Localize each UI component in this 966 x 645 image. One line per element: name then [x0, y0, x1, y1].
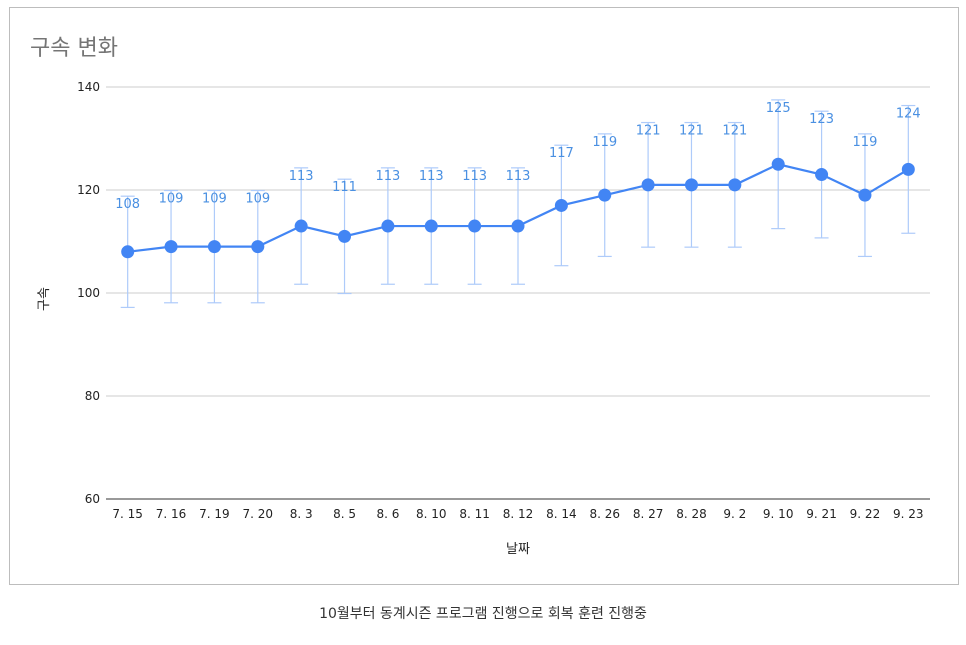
data-point [598, 188, 612, 202]
y-tick-label: 100 [77, 286, 100, 300]
y-tick-label: 60 [85, 492, 100, 506]
grid-lines [106, 86, 930, 500]
x-tick-label: 8. 3 [290, 507, 313, 521]
x-axis-title: 날짜 [506, 542, 530, 557]
x-tick-label: 8. 11 [459, 507, 490, 521]
figure-caption: 10월부터 동계시즌 프로그램 진행으로 회복 훈련 진행중 [319, 606, 647, 622]
data-points [121, 157, 915, 259]
x-tick-label: 8. 5 [333, 507, 356, 521]
data-label: 117 [549, 146, 574, 161]
x-tick-label: 8. 26 [589, 507, 620, 521]
data-labels: 108 109 109 109 113 111 113 113 113 113 117 119 121 1… [115, 101, 920, 212]
x-tick-label: 7. 20 [243, 507, 274, 521]
y-axis-title: 구속 [37, 287, 52, 311]
data-point [815, 168, 829, 182]
x-tick-label: 9. 22 [850, 507, 881, 521]
x-tick-label: 8. 6 [376, 507, 399, 521]
x-tick-label: 8. 12 [503, 507, 534, 521]
data-label: 119 [853, 135, 878, 150]
x-tick-label: 8. 14 [546, 507, 577, 521]
data-point [424, 219, 438, 233]
data-point [121, 245, 135, 259]
x-tick-label: 9. 10 [763, 507, 794, 521]
data-point [511, 219, 525, 233]
data-point [684, 178, 698, 192]
x-tick-label: 7. 16 [156, 507, 187, 521]
data-label: 108 [115, 197, 140, 212]
data-label: 113 [289, 169, 314, 184]
data-point [251, 240, 265, 254]
y-axis-ticks: 60 80 100 120 140 [77, 80, 100, 506]
x-tick-label: 8. 27 [633, 507, 664, 521]
data-point [294, 219, 308, 233]
data-point [858, 188, 872, 202]
y-tick-label: 140 [77, 80, 100, 94]
data-label: 109 [202, 192, 227, 207]
x-tick-label: 8. 28 [676, 507, 707, 521]
error-bars [120, 99, 916, 309]
x-axis-ticks: 7. 15 7. 16 7. 19 7. 20 8. 3 8. 5 8. 6 8. 10 8. … [112, 507, 923, 521]
data-label: 113 [419, 169, 444, 184]
data-point [728, 178, 742, 192]
data-label: 119 [592, 135, 617, 150]
y-tick-label: 80 [85, 389, 100, 403]
data-point [901, 162, 915, 176]
data-label: 125 [766, 101, 791, 116]
data-point [338, 229, 352, 243]
data-label: 109 [245, 192, 270, 207]
x-tick-label: 8. 10 [416, 507, 447, 521]
data-point [207, 240, 221, 254]
data-label: 121 [679, 124, 704, 139]
data-label: 109 [159, 192, 184, 207]
data-point [771, 157, 785, 171]
chart-title: 구속 변화 [30, 36, 118, 61]
data-label: 121 [722, 124, 747, 139]
data-label: 121 [636, 124, 661, 139]
data-point [468, 219, 482, 233]
chart-frame [9, 7, 959, 585]
data-label: 113 [375, 169, 400, 184]
x-tick-label: 9. 23 [893, 507, 924, 521]
x-tick-label: 9. 21 [806, 507, 837, 521]
data-label: 124 [896, 107, 921, 122]
data-point [554, 198, 568, 212]
data-label: 113 [506, 169, 531, 184]
x-tick-label: 9. 2 [723, 507, 746, 521]
data-point [641, 178, 655, 192]
y-tick-label: 120 [77, 183, 100, 197]
x-tick-label: 7. 15 [112, 507, 143, 521]
data-label: 123 [809, 112, 834, 127]
data-point [164, 240, 178, 254]
x-tick-label: 7. 19 [199, 507, 230, 521]
data-label: 111 [332, 180, 357, 195]
data-point [381, 219, 395, 233]
data-label: 113 [462, 169, 487, 184]
